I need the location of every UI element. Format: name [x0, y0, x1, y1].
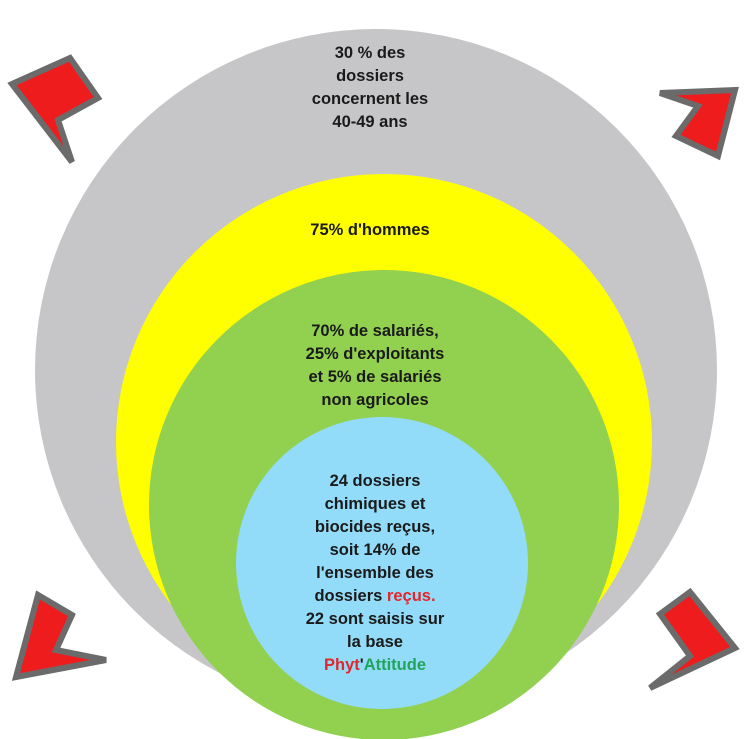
- blue-circle-text: 24 dossiers chimiques et biocides reçus,…: [255, 470, 495, 677]
- green-line: 25% d'exploitants: [305, 345, 445, 363]
- blue-line: soit 14% de: [329, 541, 421, 559]
- brand-phyt: Phyt: [323, 656, 360, 674]
- arrow-bottom-left: [11, 590, 107, 681]
- yellow-circle-text: 75% d'hommes: [240, 219, 500, 242]
- blue-line: chimiques et: [324, 495, 426, 513]
- brand-name: Phyt'Attitude: [255, 654, 495, 677]
- brand-apostrophe: ': [359, 656, 364, 674]
- dossiers-text: dossiers: [314, 587, 387, 605]
- recus-highlight: reçus.: [386, 587, 436, 605]
- blue-line: biocides reçus,: [314, 518, 436, 536]
- gray-circle-text: 30 % des dossiers concernent les 40-49 a…: [270, 42, 470, 134]
- blue-line: l'ensemble des: [316, 564, 434, 582]
- blue-line: la base: [347, 633, 403, 651]
- gray-line: concernent les: [311, 90, 429, 108]
- yellow-line: 75% d'hommes: [310, 221, 430, 239]
- blue-line-received: dossiers reçus.: [255, 585, 495, 608]
- blue-circle: [236, 417, 528, 709]
- gray-line: dossiers: [336, 67, 404, 85]
- blue-line: 24 dossiers: [329, 472, 421, 490]
- arrow-bottom-right: [648, 587, 740, 691]
- gray-line: 40-49 ans: [332, 113, 408, 131]
- blue-line: 22 sont saisis sur: [305, 610, 445, 628]
- green-line: et 5% de salariés: [308, 368, 442, 386]
- green-line: 70% de salariés,: [311, 322, 439, 340]
- arrow-top-right: [659, 86, 739, 161]
- green-circle-text: 70% de salariés, 25% d'exploitants et 5%…: [270, 320, 480, 412]
- arrow-top-left: [7, 54, 103, 164]
- gray-line: 30 % des: [334, 44, 406, 62]
- green-line: non agricoles: [321, 391, 429, 409]
- brand-attitude: Attitude: [363, 656, 427, 674]
